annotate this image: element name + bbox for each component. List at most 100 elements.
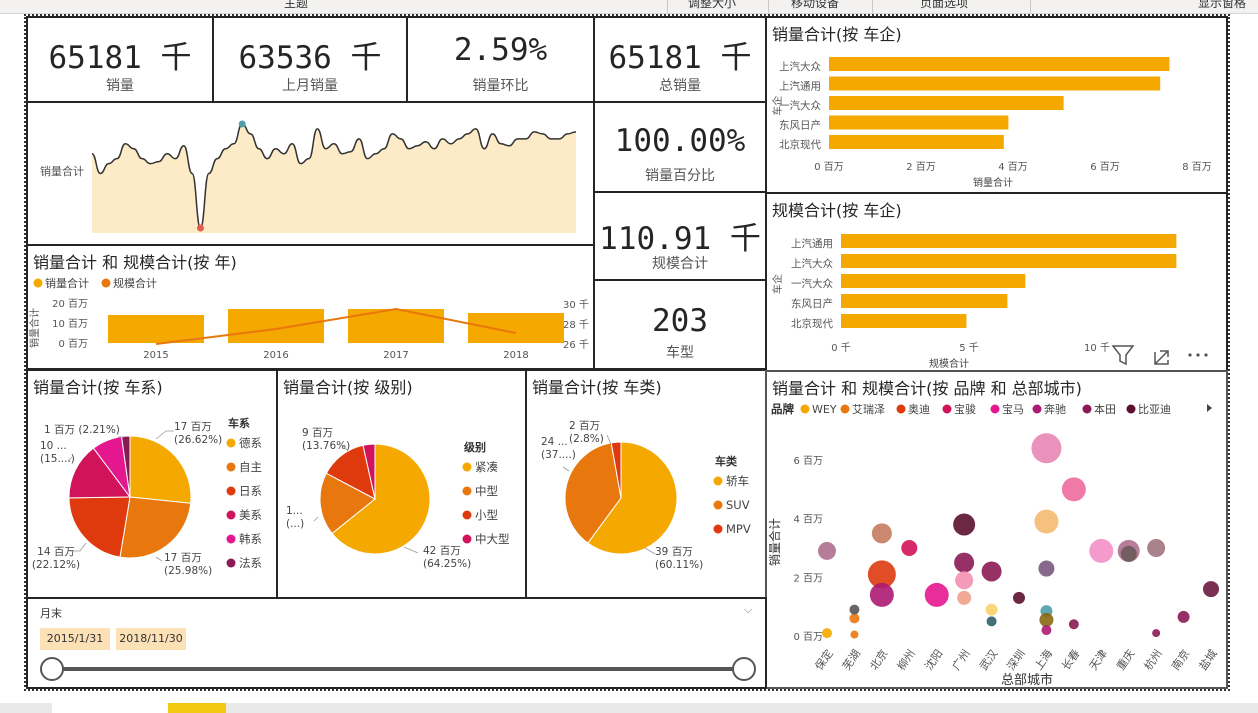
axis-tick-x: 深圳 xyxy=(1004,647,1027,672)
pie-slice xyxy=(68,447,131,499)
visual-header xyxy=(1111,345,1208,366)
scatter-tile[interactable]: 销量合计 和 规模合计(按 品牌 和 总部城市) 品牌 WEY 艾瑞泽 奥迪 宝骏 宝马 奔… xyxy=(765,370,1228,689)
page-tab[interactable] xyxy=(52,703,168,713)
ribbon-divider xyxy=(667,0,668,13)
scatter-point xyxy=(869,582,894,607)
ribbon-theme[interactable]: 主题 xyxy=(284,0,309,10)
kpi-card-mom[interactable]: 2.59% 销量环比 xyxy=(406,16,595,103)
pie-slice xyxy=(362,443,376,500)
axis-tick-right: 28 千 xyxy=(563,319,589,331)
oem-scale-tile[interactable]: 规模合计(按 车企) 车企 上汽通用 上汽大众 一汽大众 东风日产 北京现代 0 千 5 千 1… xyxy=(765,192,1228,372)
type-pie-tile[interactable]: 销量合计(按 车类) 车类 轿车 SUV MPV 39 百万 (60.11%) 24 ...… xyxy=(525,369,767,599)
kpi-card-scale[interactable]: 110.91 千 规模合计 xyxy=(593,191,767,281)
ribbon-divider xyxy=(1030,0,1031,13)
slicer-end-date[interactable]: 2018/11/30 xyxy=(116,628,186,650)
axis-tick-x: 芜湖 xyxy=(839,647,863,673)
legend-label: 法系 xyxy=(239,556,262,570)
pie-data-label: (60.11%) xyxy=(655,559,703,571)
axis-tick-y: 6 百万 xyxy=(793,455,823,467)
sparkline-high-marker xyxy=(238,120,246,128)
axis-title-y: 车企 xyxy=(771,274,784,294)
chart-title: 销量合计(按 车企) xyxy=(772,25,902,44)
ribbon-resize[interactable]: 调整大小 xyxy=(688,0,737,10)
axis-tick-y: 0 百万 xyxy=(793,631,823,643)
bar-category-label: 上汽大众 xyxy=(779,60,821,73)
bar-category-label: 上汽大众 xyxy=(791,257,833,270)
pie-leader-line xyxy=(644,547,656,555)
oem-sales-tile[interactable]: 销量合计(按 车企) 车企 上汽大众 上汽通用 一汽大众 东风日产 北京现代 0 百万 2 百… xyxy=(765,16,1228,194)
axis-tick-x: 2017 xyxy=(383,350,408,361)
scatter-point xyxy=(1013,591,1025,604)
pie-slice xyxy=(610,441,622,499)
chevron-down-icon[interactable]: ⌵ xyxy=(744,603,753,616)
axis-tick-x: 南京 xyxy=(1168,647,1192,673)
scatter-point xyxy=(1147,539,1166,557)
kpi-card-total[interactable]: 65181 千 总销量 xyxy=(593,16,767,103)
scatter-point xyxy=(1061,477,1086,502)
kpi-value: 65181 千 xyxy=(48,40,192,76)
legend-label: 本田 xyxy=(1094,402,1116,416)
axis-tick-x: 沈阳 xyxy=(921,647,945,673)
slicer-end-handle[interactable] xyxy=(732,657,756,681)
ribbon-show-pane[interactable]: 显示窗格 xyxy=(1198,0,1247,10)
pie-data-label: (37....) xyxy=(541,449,576,461)
date-slicer[interactable]: 月末 ⌵ 2015/1/31 2018/11/30 xyxy=(26,597,767,689)
bar-category-label: 一汽大众 xyxy=(791,277,833,290)
kpi-label: 销量环比 xyxy=(472,78,529,94)
bar xyxy=(829,135,1004,149)
kpi-card-sales[interactable]: 65181 千 销量 xyxy=(26,16,214,103)
pie-leader-line xyxy=(403,546,419,554)
filter-icon[interactable] xyxy=(1111,345,1135,366)
axis-tick-left: 0 百万 xyxy=(58,338,88,350)
axis-tick-y: 2 百万 xyxy=(793,572,823,584)
pie-data-label: (2.8%) xyxy=(569,433,604,445)
series-pie-tile[interactable]: 销量合计(按 车系) 车系 德系 自主 日系 美系 韩系 法系 17 百万 (26.62%) 17… xyxy=(26,369,278,599)
scatter-point xyxy=(871,523,892,544)
axis-tick-x: 杭州 xyxy=(1141,647,1165,673)
pie-data-label: (26.62%) xyxy=(174,434,222,446)
scatter-point xyxy=(924,582,949,607)
slicer-start-date[interactable]: 2015/1/31 xyxy=(40,628,110,650)
ribbon-divider xyxy=(872,0,873,13)
chart-title: 销量合计(按 车系) xyxy=(33,378,163,397)
axis-tick-right: 30 千 xyxy=(563,299,589,311)
focus-mode-icon[interactable] xyxy=(1154,350,1169,365)
pie-data-label: 24 ... xyxy=(541,436,568,448)
scatter-point xyxy=(867,560,896,589)
level-pie-tile[interactable]: 销量合计(按 级别) 级别 紧凑 中型 小型 中大型 42 百万 (64.25%) 1...(… xyxy=(276,369,527,599)
scatter-point xyxy=(1120,545,1137,562)
brand-city-scatter-chart: 品牌 WEY 艾瑞泽 奥迪 宝骏 宝马 奔驰 本田 比亚迪 0 百万 2 百万 4 百万 6 百万销量合… xyxy=(767,402,1220,687)
ribbon-mobile[interactable]: 移动设备 xyxy=(791,0,840,10)
axis-title-y: 销量合计 xyxy=(767,518,782,566)
sparkline-tile[interactable]: 销量合计 xyxy=(26,101,595,246)
legend-marker xyxy=(462,510,472,520)
more-options-icon[interactable] xyxy=(1188,353,1208,357)
kpi-value: 63536 千 xyxy=(238,40,382,76)
add-page-tab[interactable] xyxy=(168,703,226,713)
scatter-point xyxy=(822,628,832,639)
legend-label: 小型 xyxy=(475,508,498,522)
axis-tick-x: 上海 xyxy=(1031,647,1055,673)
bar-category-label: 上汽通用 xyxy=(779,80,821,93)
ribbon-page-options[interactable]: 页面选项 xyxy=(920,0,969,10)
axis-tick-label: 0 百万 xyxy=(814,161,844,173)
kpi-card-models[interactable]: 203 车型 xyxy=(593,279,767,370)
legend-label: 规模合计 xyxy=(113,276,157,290)
slicer-start-handle[interactable] xyxy=(40,657,64,681)
kpi-card-percent[interactable]: 100.00% 销量百分比 xyxy=(593,101,767,193)
pie-leader-line xyxy=(155,556,163,562)
pie-data-label: (22.12%) xyxy=(32,559,80,571)
axis-tick-label: 8 百万 xyxy=(1182,161,1212,173)
kpi-card-last-month[interactable]: 63536 千 上月销量 xyxy=(212,16,408,103)
year-combo-tile[interactable]: 销量合计 和 规模合计(按 年) 销量合计 规模合计 销量合计 0 百万 10 百万 20… xyxy=(26,244,595,370)
legend-label: 奥迪 xyxy=(908,402,930,416)
legend-marker xyxy=(226,438,236,448)
pie-leader-line xyxy=(68,542,87,552)
axis-tick-label: 6 百万 xyxy=(1090,161,1120,173)
chart-title: 销量合计(按 级别) xyxy=(283,378,413,397)
legend-title: 车类 xyxy=(715,454,738,468)
legend-marker xyxy=(33,278,43,288)
